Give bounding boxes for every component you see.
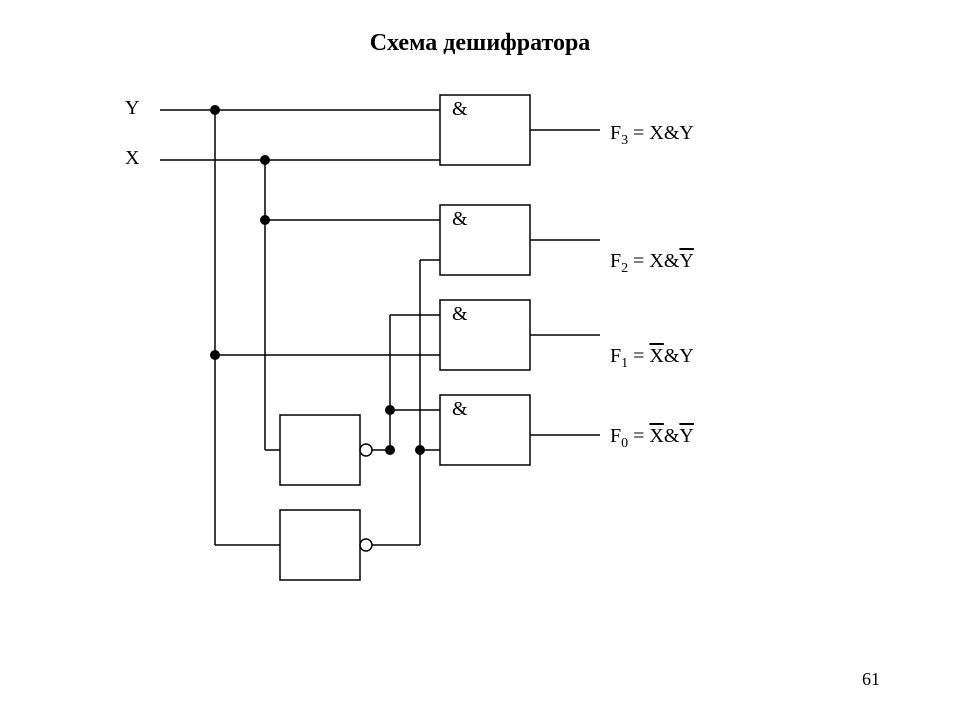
gate2-symbol: &: [452, 208, 468, 231]
output-f1: F1 = X&Y: [610, 345, 694, 372]
schematic-svg: [0, 0, 960, 720]
gate0-symbol: &: [452, 398, 468, 421]
gate3-symbol: &: [452, 98, 468, 121]
diagram-canvas: Схема дешифратора Y X & & & & F3 = X&Y F…: [0, 0, 960, 720]
page-number: 61: [862, 669, 880, 690]
gate1-symbol: &: [452, 303, 468, 326]
output-f0: F0 = X&Y: [610, 425, 694, 452]
output-f3: F3 = X&Y: [610, 122, 694, 149]
output-f2: F2 = X&Y: [610, 250, 694, 277]
input-x-label: X: [125, 147, 139, 170]
input-y-label: Y: [125, 97, 139, 120]
